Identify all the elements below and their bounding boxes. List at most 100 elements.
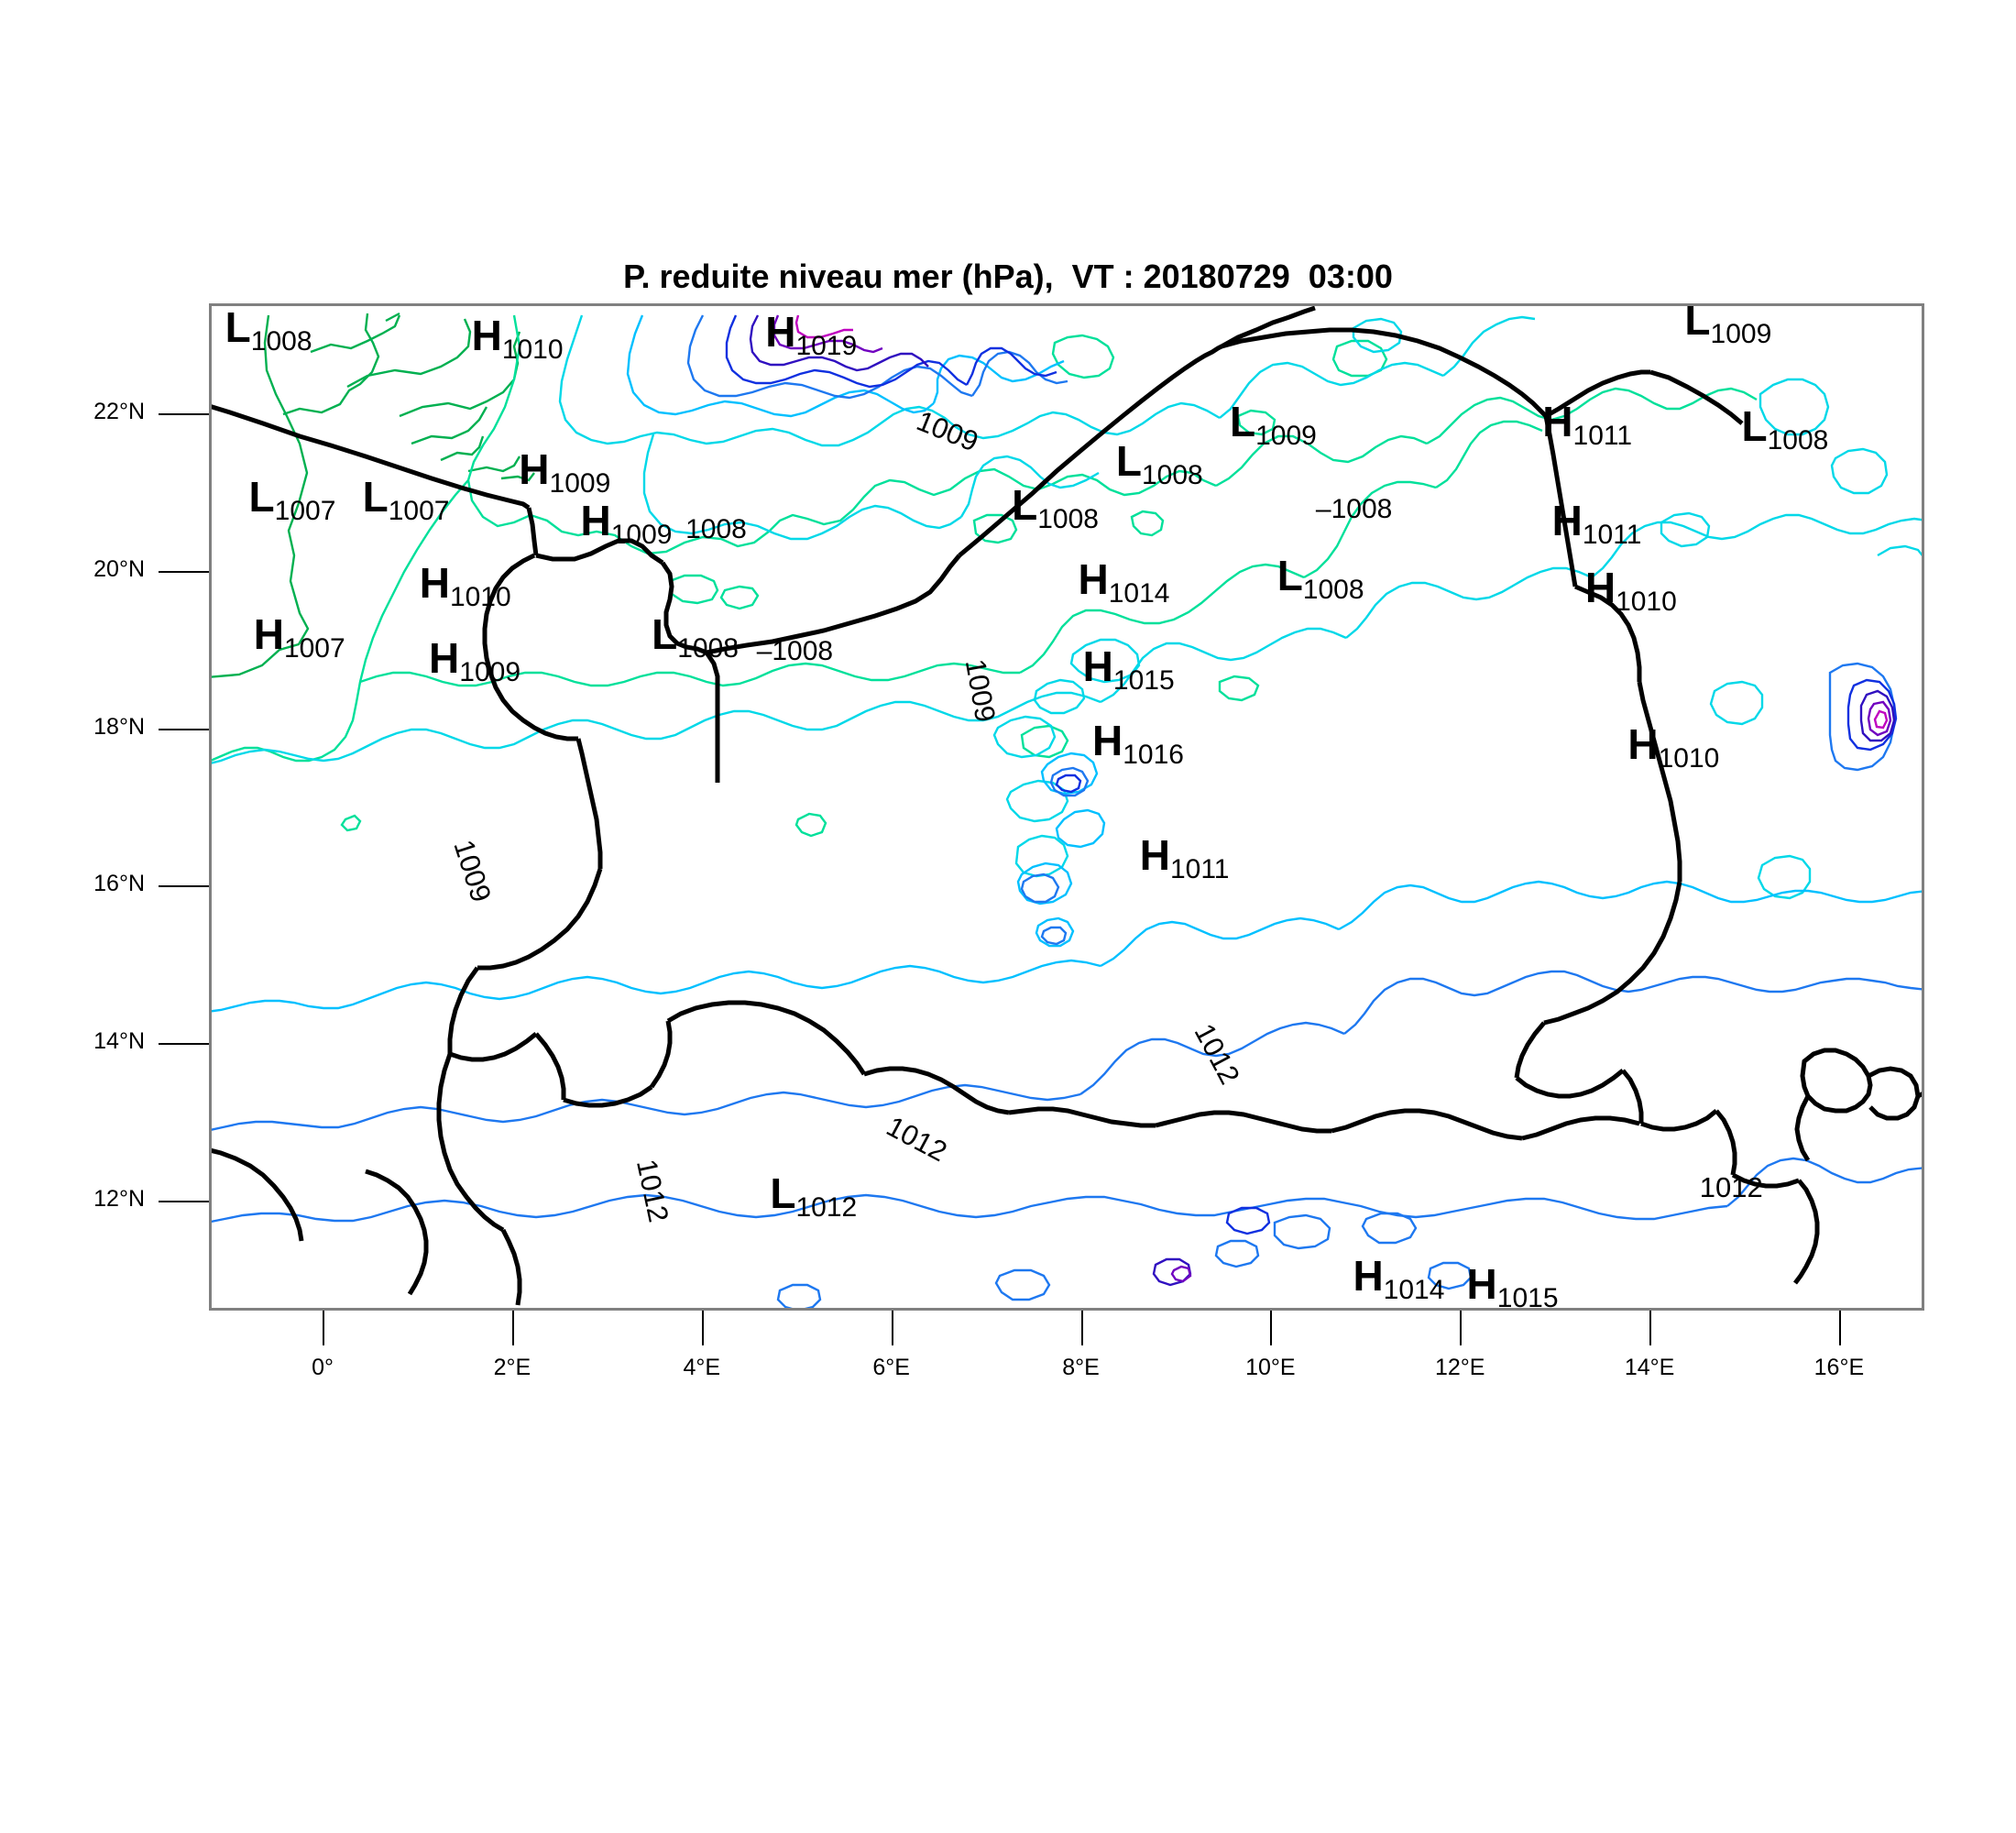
- y-tick-mark-2: [159, 728, 209, 730]
- pressure-centre-h-1016-22: H1016: [1092, 717, 1184, 769]
- contour-1013: [725, 314, 1271, 1235]
- pressure-centre-symbol: H: [253, 610, 284, 659]
- pressure-centre-l-1007-10: L1007: [248, 472, 336, 525]
- contour-1009: [212, 314, 1758, 838]
- contour-value-label-0: 1008: [685, 513, 747, 544]
- y-tick-label-5: 12°N: [93, 1185, 145, 1212]
- contour-1016: [794, 314, 853, 339]
- pressure-centre-symbol: H: [1078, 555, 1109, 604]
- pressure-centre-symbol: L: [1229, 398, 1256, 446]
- pressure-centre-h-1015-27: H1015: [1466, 1259, 1559, 1308]
- pressure-centre-h-1009-12: H1009: [580, 496, 673, 549]
- pressure-centre-value: 1010: [449, 582, 511, 613]
- pressure-centre-value: 1007: [388, 495, 450, 526]
- y-tick-label-3: 16°N: [93, 871, 145, 897]
- pressure-centre-value: 1007: [283, 633, 345, 664]
- x-tick-label-1: 2°E: [493, 1355, 531, 1380]
- pressure-centre-value: 1010: [1658, 743, 1720, 774]
- pressure-centre-l-1009-3: L1009: [1684, 303, 1771, 347]
- pressure-centre-symbol: H: [765, 307, 796, 356]
- y-tick-mark-4: [159, 1043, 209, 1046]
- pressure-centre-value: 1008: [677, 633, 739, 664]
- map-contours: [212, 306, 1922, 1308]
- pressure-centre-l-1007-11: L1007: [362, 472, 450, 525]
- pressure-centre-symbol: H: [1584, 563, 1616, 611]
- x-tick-mark-7: [1649, 1311, 1652, 1345]
- contour-1010: [212, 314, 1922, 900]
- pressure-centre-symbol: L: [770, 1169, 796, 1217]
- pressure-centre-symbol: H: [471, 311, 502, 359]
- contour-value-label-1: –1008: [756, 635, 834, 666]
- pressure-centre-value: 1011: [1582, 519, 1642, 550]
- y-tick-mark-3: [159, 885, 209, 888]
- pressure-centre-value: 1015: [1112, 664, 1175, 696]
- y-tick-label-1: 20°N: [93, 555, 145, 582]
- pressure-centre-value: 1012: [795, 1191, 858, 1223]
- pressure-centre-l-1008-9: L1008: [1012, 480, 1099, 533]
- contour-1012: [212, 314, 1922, 1308]
- pressure-centre-value: 1014: [1383, 1274, 1445, 1305]
- pressure-centre-symbol: H: [1082, 642, 1113, 690]
- pressure-centre-symbol: H: [1139, 830, 1170, 879]
- pressure-centre-value: 1015: [1496, 1282, 1559, 1311]
- pressure-centre-h-1011-5: H1011: [1542, 398, 1632, 450]
- pressure-centre-symbol: H: [1542, 398, 1573, 446]
- pressure-centre-value: 1007: [274, 495, 336, 526]
- pressure-centre-symbol: L: [1012, 480, 1038, 529]
- pressure-centre-l-1009-4: L1009: [1229, 398, 1317, 450]
- pressure-centre-l-1008-14: L1008: [1276, 551, 1364, 604]
- x-tick-mark-1: [511, 1311, 514, 1345]
- pressure-centre-l-1008-8: L1008: [1116, 440, 1203, 489]
- pressure-centre-symbol: H: [1092, 717, 1123, 765]
- pressure-centre-value: 1009: [1710, 318, 1772, 349]
- y-tick-label-0: 22°N: [93, 399, 145, 425]
- pressure-centre-symbol: L: [225, 303, 251, 352]
- pressure-centre-h-1010-17: H1010: [1584, 563, 1677, 616]
- y-tick-mark-5: [159, 1200, 209, 1202]
- y-tick-label-4: 14°N: [93, 1028, 145, 1055]
- pressure-centre-symbol: L: [362, 472, 389, 521]
- pressure-centre-value: 1009: [549, 467, 611, 499]
- map-plot-area: L1008 H1010 H1019 L1009 L1009 H1011 L1008 H1009…: [209, 303, 1924, 1311]
- x-tick-mark-3: [891, 1311, 893, 1345]
- pressure-centre-value: 1010: [1616, 586, 1677, 617]
- x-tick-mark-6: [1460, 1311, 1463, 1345]
- x-tick-label-4: 8°E: [1062, 1355, 1100, 1380]
- pressure-centre-h-1019-2: H1019: [765, 307, 857, 360]
- pressure-centre-symbol: H: [1353, 1251, 1384, 1300]
- pressure-centre-h-1011-13: H1011: [1552, 499, 1642, 549]
- pressure-centre-symbol: H: [1627, 720, 1659, 769]
- pressure-centre-value: 1011: [1572, 421, 1633, 452]
- x-tick-label-0: 0°: [312, 1355, 334, 1380]
- x-tick-label-6: 12°E: [1434, 1355, 1485, 1380]
- pressure-centre-h-1009-19: H1009: [429, 637, 520, 686]
- pressure-centre-symbol: L: [652, 610, 678, 659]
- pressure-centre-value: 1009: [610, 519, 673, 550]
- x-tick-mark-8: [1838, 1311, 1841, 1345]
- x-tick-label-8: 16°E: [1813, 1355, 1865, 1380]
- contour-layer: [212, 312, 1922, 1308]
- pressure-centre-value: 1008: [1767, 424, 1829, 456]
- x-tick-label-7: 14°E: [1624, 1355, 1675, 1380]
- x-tick-mark-0: [323, 1311, 325, 1345]
- pressure-centre-value: 1009: [1255, 421, 1317, 452]
- pressure-centre-symbol: L: [248, 472, 275, 521]
- pressure-centre-h-1011-24: H1011: [1139, 830, 1230, 884]
- contour-1011: [212, 314, 1922, 1013]
- pressure-centre-value: 1019: [795, 330, 858, 361]
- pressure-centre-symbol: H: [1466, 1259, 1497, 1308]
- pressure-centre-symbol: L: [1276, 551, 1303, 599]
- pressure-centre-h-1014-26: H1014: [1353, 1251, 1444, 1304]
- pressure-centre-value: 1011: [1169, 853, 1230, 884]
- pressure-centre-symbol: L: [1684, 303, 1711, 344]
- pressure-centre-value: 1010: [501, 334, 564, 365]
- x-tick-mark-5: [1270, 1311, 1273, 1345]
- contour-1015: [772, 314, 1192, 1283]
- pressure-centre-h-1010-15: H1010: [420, 562, 511, 611]
- pressure-centre-value: 1014: [1108, 578, 1170, 609]
- pressure-centre-value: 1008: [250, 326, 312, 357]
- contour-right-high: [1828, 662, 1898, 772]
- pressure-centre-symbol: H: [580, 496, 611, 544]
- y-tick-label-2: 18°N: [93, 713, 145, 740]
- x-tick-mark-4: [1080, 1311, 1083, 1345]
